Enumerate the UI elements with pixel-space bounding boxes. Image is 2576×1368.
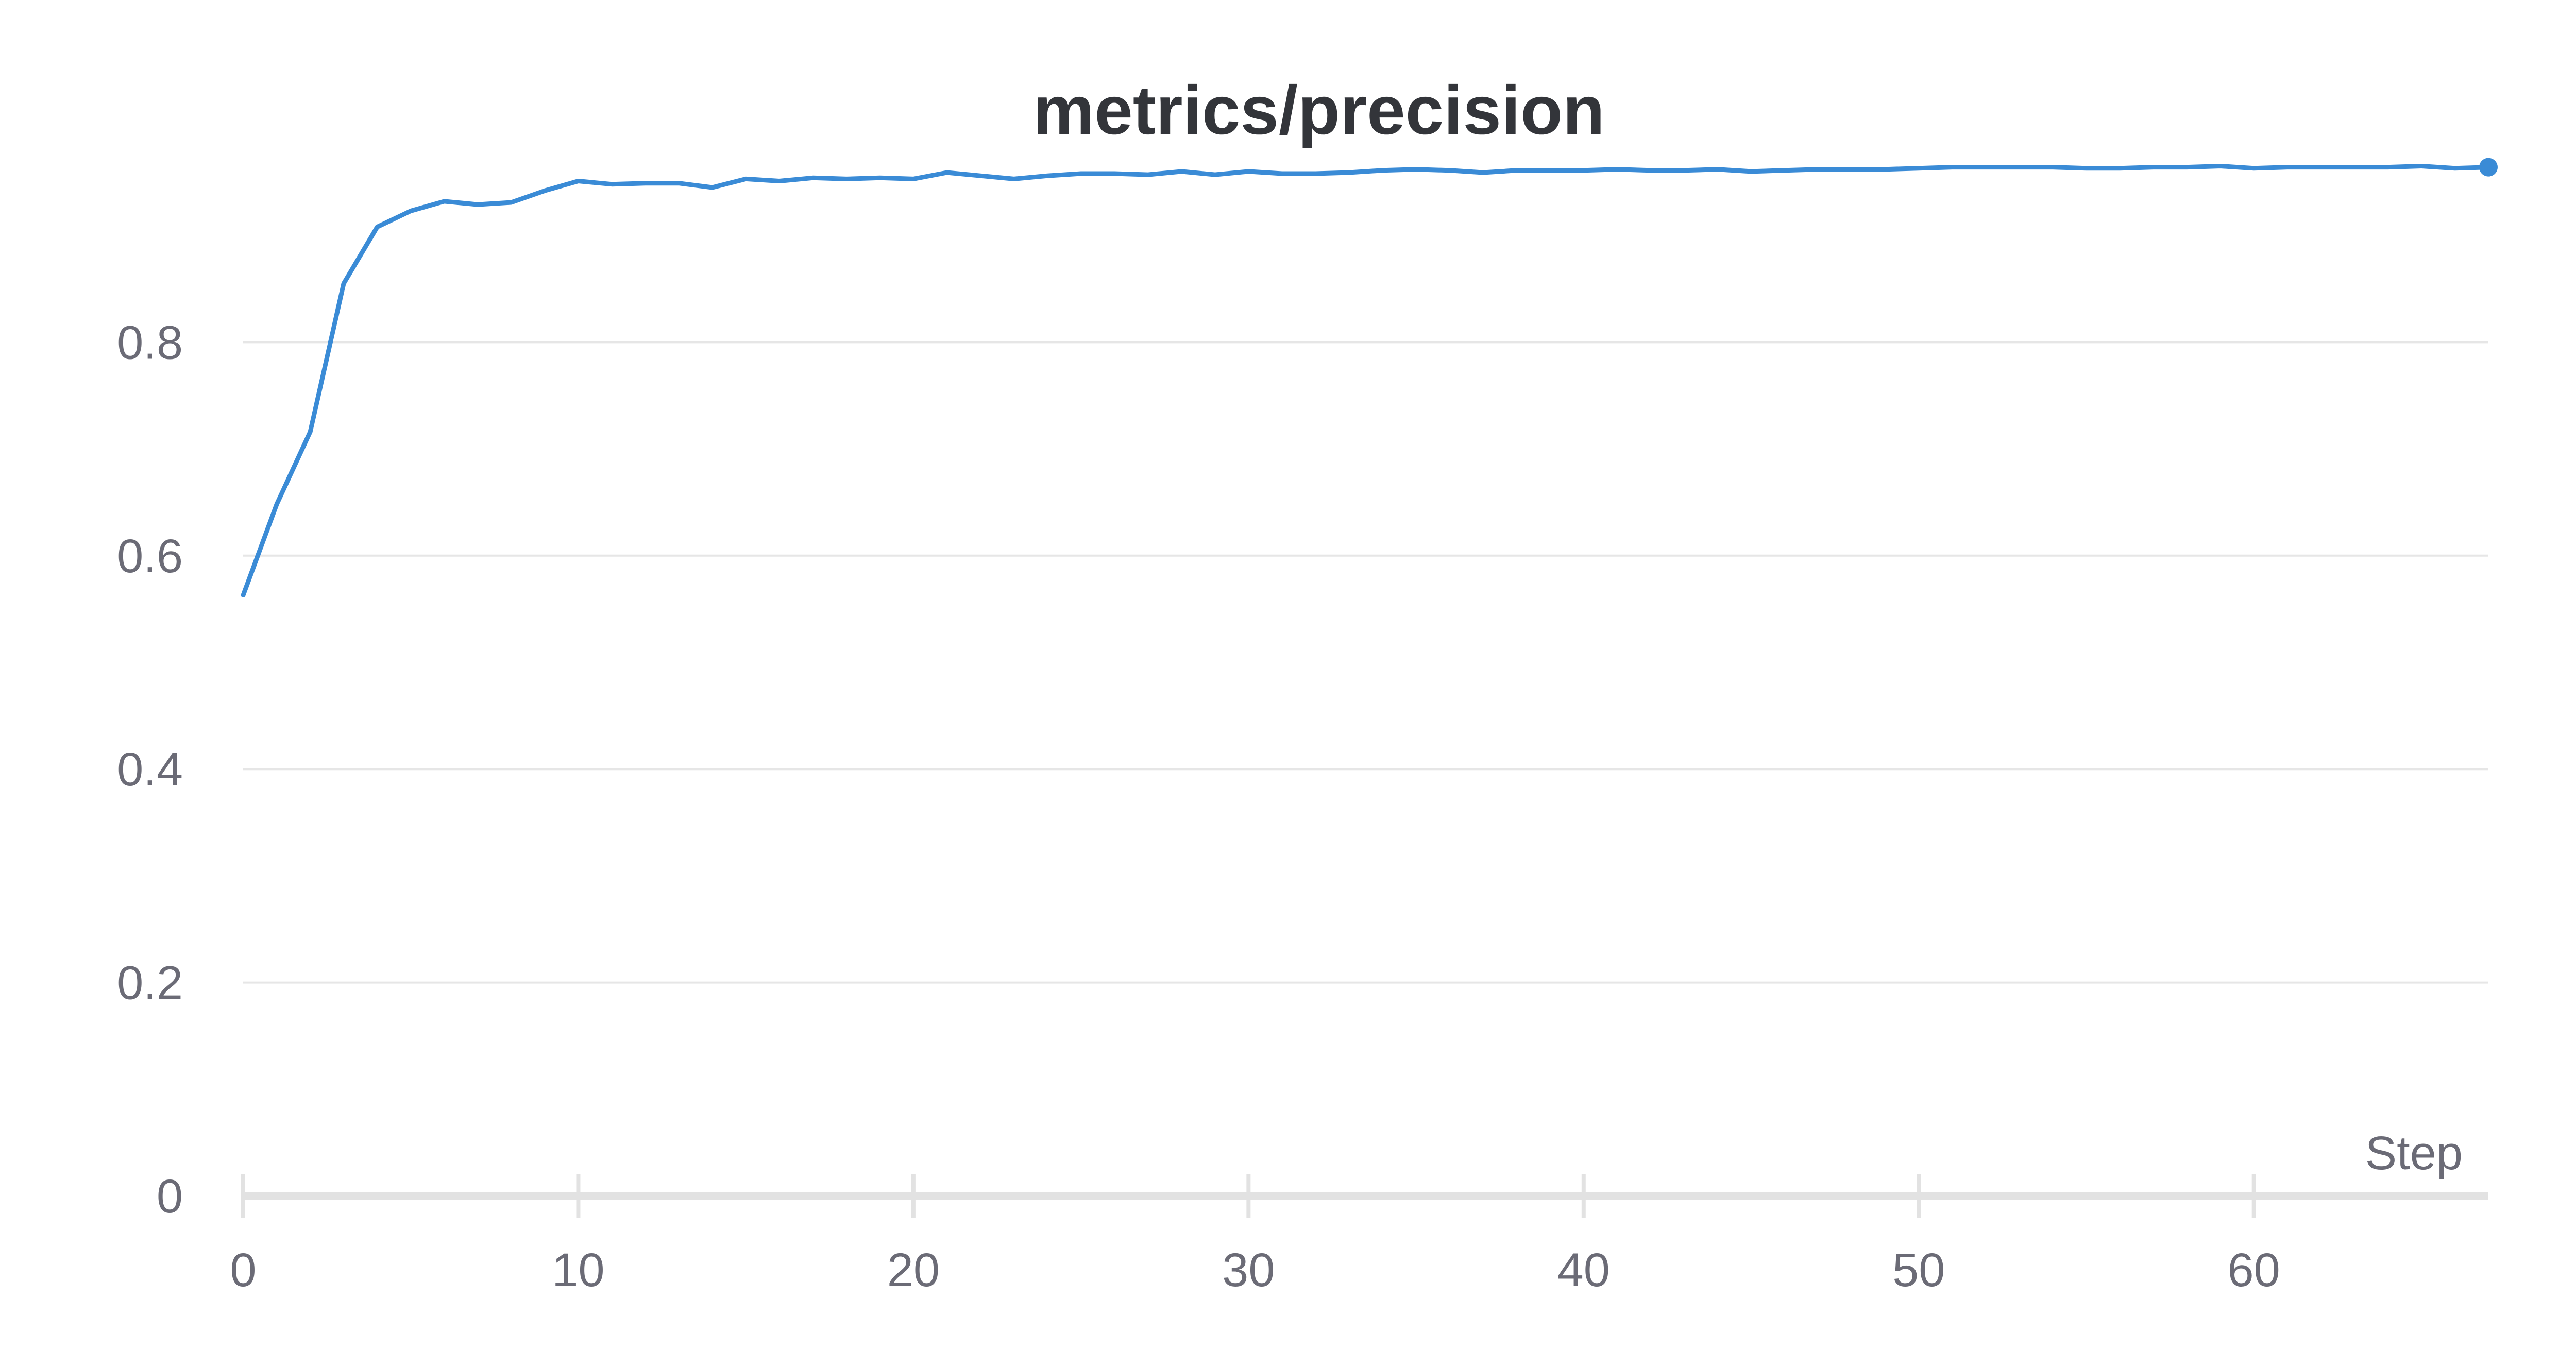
x-tick-label: 40 (1557, 1244, 1610, 1296)
series-line (241, 164, 2491, 597)
y-tick-label: 0 (157, 1170, 183, 1223)
x-tick-label: 0 (230, 1244, 256, 1296)
x-tick-label: 20 (887, 1244, 940, 1296)
gridlines (243, 341, 2488, 984)
y-tick-label: 0.2 (117, 957, 183, 1010)
y-tick-label: 0.8 (117, 316, 183, 369)
series-last-point (2479, 158, 2498, 177)
series-group (241, 158, 2498, 597)
chart-title: metrics/precision (1033, 72, 1605, 149)
y-axis: 0 0.2 0.4 0.6 0.8 (117, 316, 183, 1223)
x-axis: 0 10 20 30 40 50 60 (230, 1174, 2488, 1296)
y-tick-label: 0.6 (117, 530, 183, 583)
x-tick-label: 60 (2228, 1244, 2280, 1296)
y-tick-label: 0.4 (117, 743, 183, 796)
x-tick-label: 30 (1222, 1244, 1275, 1296)
x-axis-label: Step (2365, 1127, 2463, 1179)
x-tick-label: 10 (552, 1244, 604, 1296)
x-tick-label: 50 (1892, 1244, 1945, 1296)
